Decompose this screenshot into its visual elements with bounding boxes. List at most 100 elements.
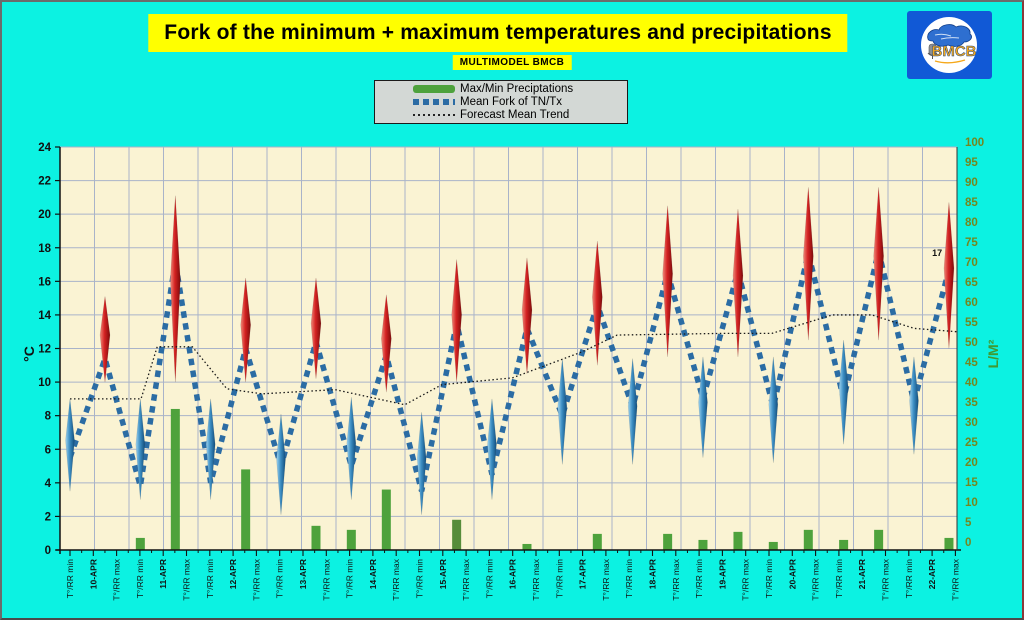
fork-spike [521,257,533,374]
svg-text:14: 14 [38,310,51,322]
svg-text:4: 4 [45,478,52,490]
svg-text:30: 30 [965,417,978,429]
fork-spike [732,209,744,357]
rain-bar [839,539,849,550]
legend-item-precipitation: Max/Min Preciptations [375,83,627,95]
x-tick-label: 16-APR [508,559,518,589]
x-tick-label: T°/RR max [251,558,261,600]
fork-spike [909,356,919,455]
data-label: 17 [932,248,942,258]
svg-text:12: 12 [38,344,51,356]
fork-spike [803,187,814,341]
svg-text:20: 20 [38,209,51,221]
fork-spike [99,296,111,383]
x-tick-label: T°/RR min [135,559,145,599]
rain-bar [733,531,743,550]
rain-bar [135,537,145,550]
svg-text:2: 2 [45,511,51,523]
fork-spike [416,412,427,515]
x-tick-label: T°/RR max [531,558,541,600]
rain-bar [663,533,673,550]
fork-spike [205,398,216,500]
rain-bar [522,543,532,550]
svg-text:95: 95 [965,157,978,169]
x-axis: T°/RR min 10-APR T°/RR max T°/RR min 11-APR T… [65,550,960,601]
fork-spike [943,202,955,349]
svg-text:85: 85 [965,197,978,209]
x-tick-label: T°/RR min [554,559,564,599]
svg-text:35: 35 [965,397,978,409]
fork-spike [65,398,75,492]
min-forks [65,340,919,515]
x-tick-label: T°/RR max [671,558,681,600]
legend-label: Max/Min Preciptations [460,82,574,95]
x-tick-label: T°/RR min [624,559,634,599]
logo-tagline-line [934,59,966,64]
rain-bar [346,529,356,550]
x-tick-label: T°/RR max [321,558,331,600]
fork-spike [627,358,638,465]
x-tick-label: 13-APR [298,559,308,589]
max-forks [99,187,955,393]
svg-text:0: 0 [965,537,971,549]
rain-bar [874,529,884,550]
svg-text:0: 0 [45,545,51,557]
fork-spike [557,358,568,465]
map-detail-lines [934,33,960,40]
x-tick-label: T°/RR max [811,558,821,600]
x-tick-label: T°/RR max [461,558,471,600]
svg-text:20: 20 [965,457,978,469]
x-tick-label: T°/RR min [275,559,285,599]
x-tick-label: T°/RR min [834,559,844,599]
x-tick-label: T°/RR min [904,559,914,599]
rain-bar [698,539,708,550]
fork-spike [276,413,286,515]
x-tick-label: 11-APR [158,559,168,589]
x-tick-label: 22-APR [927,559,937,589]
left-axis-title: °C [21,346,37,362]
fork-spike [135,398,146,500]
fork-spike [346,397,357,500]
fork-spike [873,187,884,341]
fork-spike [698,356,708,458]
page-title: Fork of the minimum + maximum temperatur… [148,14,848,52]
fork-spike [662,205,673,357]
legend-item-fork: Mean Fork of TN/Tx [375,96,627,108]
x-tick-label: 14-APR [368,559,378,589]
legend-label: Mean Fork of TN/Tx [460,95,563,108]
x-tick-label: T°/RR max [950,558,960,600]
x-tick-label: T°/RR max [741,558,751,600]
svg-text:6: 6 [45,444,51,456]
fork-spike [592,241,603,366]
fork-spike [240,277,251,383]
fork-dashes-swatch-icon [413,98,455,105]
svg-text:90: 90 [965,177,978,189]
fork-spike [310,277,322,379]
trend-line [70,314,957,406]
svg-text:25: 25 [965,437,978,449]
legend-label: Forecast Mean Trend [460,109,570,122]
fork-spike [838,340,849,445]
x-tick-label: T°/RR min [415,559,425,599]
trend-dots-swatch-icon [413,114,455,117]
x-tick-label: T°/RR min [694,559,704,599]
svg-text:10: 10 [965,497,978,509]
x-tick-label: 12-APR [228,559,238,589]
fork-spike [170,195,181,383]
logo-text: BMCB [932,43,977,60]
chart-legend: Max/Min Preciptations Mean Fork of TN/Tx… [374,80,628,124]
svg-text:60: 60 [965,297,978,309]
fork-spike [381,294,392,393]
rain-bar [170,408,180,550]
svg-text:8: 8 [45,411,52,423]
x-tick-label: 21-APR [857,559,867,589]
rain-bar [311,525,321,550]
rain-bar [592,533,602,550]
x-tick-label: 19-APR [717,559,727,589]
x-tick-label: 15-APR [438,559,448,589]
right-axis-title: L/M² [985,339,1001,368]
fork-spike [451,259,462,383]
